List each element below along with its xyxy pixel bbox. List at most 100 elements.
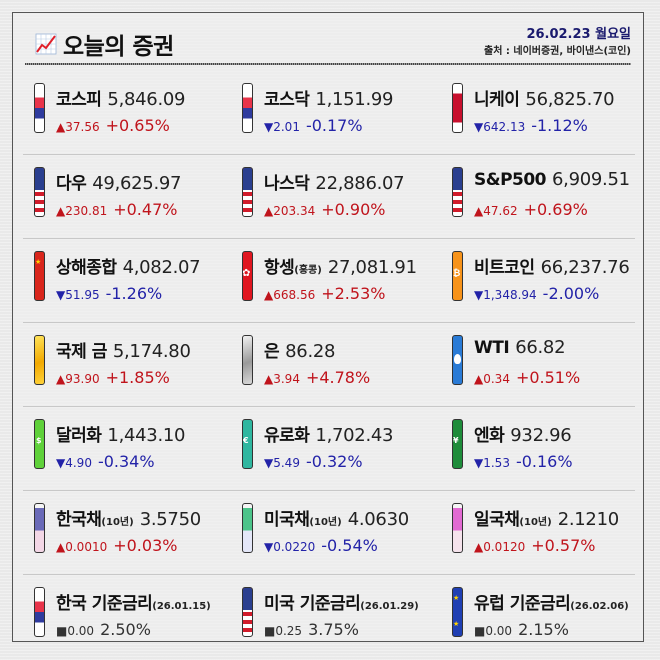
- quote-item: 항셍(홍콩) 27,081.91 ▲668.56 +2.53%: [231, 239, 436, 322]
- quote-name: 비트코인: [474, 258, 535, 278]
- change-line: ▼0.0220 -0.54%: [264, 536, 378, 555]
- name-line: 비트코인 66,237.76: [474, 253, 630, 278]
- name-line: 항셍(홍콩) 27,081.91: [264, 253, 417, 278]
- header-divider: [25, 63, 631, 65]
- change-percent: +0.03%: [113, 536, 178, 555]
- change-percent: -1.12%: [531, 116, 588, 135]
- change-amount: ▼5.49: [264, 456, 300, 470]
- change-amount: ▼51.95: [56, 288, 100, 302]
- change-percent: -2.00%: [542, 284, 600, 303]
- change-amount: ▼4.90: [56, 456, 92, 470]
- quote-name: 유럽 기준금리: [474, 594, 571, 614]
- quote-sub: (26.01.15): [152, 601, 211, 612]
- quote-row: 국제 금 5,174.80 ▲93.90 +1.85% 은 86.28 ▲3.94 +4…: [23, 323, 635, 407]
- quote-name: 다우: [56, 174, 87, 194]
- quote-sub: (10년): [309, 517, 342, 528]
- change-amount: ■0.00: [56, 624, 95, 638]
- quote-row: 한국채(10년) 3.5750 ▲0.0010 +0.03% 미국채(10년) 4.0…: [23, 491, 635, 575]
- source-label: 출처 : 네이버증권, 바이낸스(코인): [484, 46, 631, 57]
- japan-flag-icon: [452, 83, 463, 133]
- quote-item: 한국 기준금리(26.01.15) ■0.00 2.50%: [23, 575, 228, 658]
- quote-value: 4,082.07: [122, 257, 201, 278]
- quote-grid: 코스피 5,846.09 ▲37.56 +0.65% 코스닥 1,151.99 ▼2.…: [23, 71, 635, 658]
- change-line: ▲230.81 +0.47%: [56, 200, 177, 219]
- quote-value: 932.96: [510, 425, 572, 446]
- quote-value: 49,625.97: [92, 173, 182, 194]
- name-line: 한국채(10년) 3.5750: [56, 505, 201, 530]
- name-line: 한국 기준금리(26.01.15): [56, 589, 211, 614]
- name-line: 엔화 932.96: [474, 421, 572, 446]
- quote-name: WTI: [474, 338, 510, 358]
- chart-up-icon: [35, 33, 57, 55]
- change-percent: 2.50%: [100, 620, 151, 639]
- us-bond-icon: [242, 503, 253, 553]
- dollar-bill-icon: [34, 419, 45, 469]
- change-line: ▲93.90 +1.85%: [56, 368, 170, 387]
- quote-name: 일국채: [474, 510, 520, 530]
- change-line: ▼51.95 -1.26%: [56, 284, 162, 303]
- change-percent: +4.78%: [305, 368, 371, 387]
- name-line: 미국채(10년) 4.0630: [264, 505, 409, 530]
- name-line: 코스피 5,846.09: [56, 85, 185, 110]
- us-flag-icon: [242, 167, 253, 217]
- change-amount: ▲230.81: [56, 204, 108, 218]
- change-percent: -0.17%: [305, 116, 363, 135]
- name-line: 다우 49,625.97: [56, 169, 182, 194]
- date-label: 26.02.23 월요일: [526, 27, 631, 42]
- name-line: WTI 66.82: [474, 337, 566, 358]
- quote-item: S&P500 6,909.51 ▲47.62 +0.69%: [441, 155, 646, 238]
- change-percent: +0.47%: [113, 200, 178, 219]
- page-title: 오늘의 증권: [63, 34, 174, 60]
- eu-flag-icon: [452, 587, 463, 637]
- quote-name: 국제 금: [56, 342, 107, 362]
- change-amount: ■0.00: [474, 624, 513, 638]
- quote-name: 미국 기준금리: [264, 594, 361, 614]
- change-line: ▲47.62 +0.69%: [474, 200, 588, 219]
- quote-value: 2.1210: [557, 509, 619, 530]
- quote-item: 코스피 5,846.09 ▲37.56 +0.65%: [23, 71, 228, 154]
- quote-item: 다우 49,625.97 ▲230.81 +0.47%: [23, 155, 228, 238]
- quote-name: 상해종합: [56, 258, 117, 278]
- change-line: ▲3.94 +4.78%: [264, 368, 370, 387]
- quote-item: 국제 금 5,174.80 ▲93.90 +1.85%: [23, 323, 228, 406]
- change-amount: ▼2.01: [264, 120, 300, 134]
- korea-flag-icon: [34, 587, 45, 637]
- quote-item: 나스닥 22,886.07 ▲203.34 +0.90%: [231, 155, 436, 238]
- change-percent: -0.54%: [321, 536, 378, 555]
- change-amount: ▲203.34: [264, 204, 316, 218]
- quote-item: 코스닥 1,151.99 ▼2.01 -0.17%: [231, 71, 436, 154]
- quote-value: 1,151.99: [315, 89, 394, 110]
- quote-name: 달러화: [56, 426, 102, 446]
- name-line: 미국 기준금리(26.01.29): [264, 589, 419, 614]
- name-line: 유로화 1,702.43: [264, 421, 393, 446]
- change-line: ▲37.56 +0.65%: [56, 116, 170, 135]
- euro-bill-icon: [242, 419, 253, 469]
- quote-item: 미국채(10년) 4.0630 ▼0.0220 -0.54%: [231, 491, 436, 574]
- change-percent: +0.69%: [523, 200, 588, 219]
- change-percent: -0.32%: [305, 452, 363, 471]
- japan-bond-icon: [452, 503, 463, 553]
- quote-sub: (10년): [101, 517, 134, 528]
- name-line: 유럽 기준금리(26.02.06): [474, 589, 629, 614]
- name-line: 은 86.28: [264, 337, 335, 362]
- change-line: ▼1,348.94 -2.00%: [474, 284, 599, 303]
- korea-bond-icon: [34, 503, 45, 553]
- quote-item: 미국 기준금리(26.01.29) ■0.25 3.75%: [231, 575, 436, 658]
- title-wrap: 오늘의 증권: [35, 27, 174, 61]
- korea-flag-icon: [34, 83, 45, 133]
- quote-name: 미국채: [264, 510, 310, 530]
- quote-value: 5,174.80: [112, 341, 191, 362]
- change-amount: ■0.25: [264, 624, 303, 638]
- quote-name: 코스닥: [264, 90, 310, 110]
- change-amount: ▲0.34: [474, 372, 510, 386]
- change-line: ▼5.49 -0.32%: [264, 452, 363, 471]
- change-percent: -0.34%: [97, 452, 155, 471]
- name-line: 일국채(10년) 2.1210: [474, 505, 619, 530]
- name-line: 나스닥 22,886.07: [264, 169, 405, 194]
- quote-row: 한국 기준금리(26.01.15) ■0.00 2.50% 미국 기준금리(26.…: [23, 575, 635, 658]
- quote-name: 나스닥: [264, 174, 310, 194]
